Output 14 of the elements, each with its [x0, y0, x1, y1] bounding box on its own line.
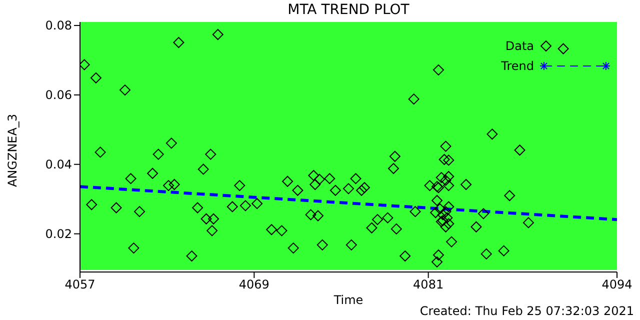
y-tick-label: 0.06: [45, 88, 72, 102]
x-tick-label: 4094: [602, 278, 632, 292]
chart-title: MTA TREND PLOT: [286, 2, 410, 18]
y-axis-title: ANGZNEA_3: [5, 114, 20, 187]
y-tick-label: 0.08: [45, 18, 72, 33]
x-tick-label: 4081: [413, 278, 444, 292]
y-tick-label: 0.04: [45, 158, 72, 172]
legend-label: Data: [505, 39, 534, 53]
x-tick-label: 4069: [238, 278, 270, 292]
x-axis-title: Time: [332, 293, 364, 307]
y-tick-label: 0.02: [45, 227, 72, 242]
legend-label: Trend: [501, 59, 534, 73]
text: Created: Thu Feb 25 07:32:03 2021: [420, 304, 634, 318]
x-tick-label: 4057: [64, 278, 96, 292]
